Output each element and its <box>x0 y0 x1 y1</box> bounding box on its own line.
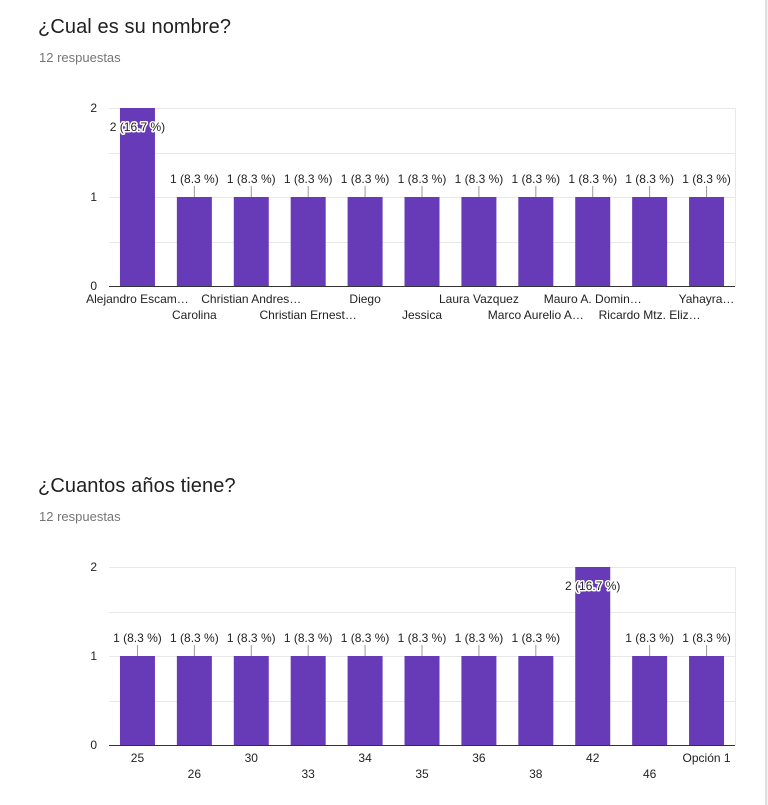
data-label: 1 (8.3 %) <box>682 172 731 186</box>
x-tick-label: Ricardo Mtz. Eliz… <box>599 308 701 322</box>
data-label: 1 (8.3 %) <box>398 172 447 186</box>
bar <box>119 656 155 745</box>
data-label: 1 (8.3 %) <box>682 631 731 645</box>
bar <box>575 197 611 286</box>
bar <box>176 197 212 286</box>
bar <box>347 197 383 286</box>
x-tick-label: Yahayra… <box>679 292 735 306</box>
question-title: ¿Cuantos años tiene? <box>38 475 236 497</box>
data-label: 1 (8.3 %) <box>113 631 162 645</box>
x-tick-label: 46 <box>643 767 657 781</box>
x-tick-label: Marco Aurelio A… <box>488 308 584 322</box>
y-tick-label: 2 <box>90 101 97 115</box>
question-title: ¿Cual es su nombre? <box>38 16 232 38</box>
data-label: 1 (8.3 %) <box>341 172 390 186</box>
data-label: 1 (8.3 %) <box>341 631 390 645</box>
x-tick-label: Alejandro Escam… <box>86 292 189 306</box>
x-tick-label: 30 <box>245 751 259 765</box>
bar <box>461 197 497 286</box>
x-tick-label: 35 <box>415 767 429 781</box>
response-count: 12 respuestas <box>39 50 121 65</box>
data-label: 1 (8.3 %) <box>284 631 333 645</box>
x-tick-label: Jessica <box>402 308 442 322</box>
data-label: 1 (8.3 %) <box>455 631 504 645</box>
x-tick-label: 36 <box>472 751 486 765</box>
y-tick-label: 1 <box>90 649 97 663</box>
y-tick-label: 0 <box>90 738 97 752</box>
x-tick-label: 38 <box>529 767 543 781</box>
bar <box>290 197 326 286</box>
x-tick-label: 26 <box>188 767 202 781</box>
card-border <box>765 0 767 805</box>
data-label: 1 (8.3 %) <box>625 631 674 645</box>
x-tick-label: Diego <box>349 292 381 306</box>
x-tick-label: 34 <box>358 751 372 765</box>
y-tick-label: 1 <box>90 190 97 204</box>
x-tick-label: Mauro A. Domin… <box>544 292 642 306</box>
x-tick-label: 25 <box>131 751 145 765</box>
bar <box>404 197 440 286</box>
bar <box>233 197 269 286</box>
bar-chart-ages: 0 1 2 1 (8.3 %) 25 1 (8.3 %) 26 1 (8.3 %) 30 1 (8… <box>90 560 736 781</box>
data-label: 1 (8.3 %) <box>170 631 219 645</box>
x-tick-label: 42 <box>586 751 600 765</box>
data-label: 1 (8.3 %) <box>511 631 560 645</box>
bar <box>632 197 668 286</box>
data-label: 1 (8.3 %) <box>455 172 504 186</box>
bar-chart-names: 0 1 2 2 (16.7 %) Alejandro Escam… 1 (8.3 %) Ca… <box>86 101 736 322</box>
data-label: 1 (8.3 %) <box>511 172 560 186</box>
x-tick-label: Opción 1 <box>683 751 731 765</box>
x-tick-label: Laura Vazquez <box>439 292 519 306</box>
bar <box>518 197 554 286</box>
bar <box>290 656 326 745</box>
bar <box>632 656 668 745</box>
bar <box>347 656 383 745</box>
data-label: 1 (8.3 %) <box>568 172 617 186</box>
bar <box>404 656 440 745</box>
x-tick-label: Carolina <box>172 308 217 322</box>
bar <box>518 656 554 745</box>
x-tick-label: 33 <box>302 767 316 781</box>
x-tick-label: Christian Andres… <box>201 292 301 306</box>
data-label: 1 (8.3 %) <box>227 172 276 186</box>
data-label: 1 (8.3 %) <box>398 631 447 645</box>
data-label: 2 (16.7 %) <box>110 120 165 134</box>
bar <box>233 656 269 745</box>
bar <box>119 108 155 286</box>
data-label: 1 (8.3 %) <box>170 172 219 186</box>
y-tick-label: 0 <box>90 279 97 293</box>
data-label: 2 (16.7 %) <box>565 579 620 593</box>
bar <box>575 567 611 745</box>
bar <box>461 656 497 745</box>
data-label: 1 (8.3 %) <box>625 172 674 186</box>
bar <box>689 656 725 745</box>
data-label: 1 (8.3 %) <box>284 172 333 186</box>
bar <box>176 656 212 745</box>
y-tick-label: 2 <box>90 560 97 574</box>
data-label: 1 (8.3 %) <box>227 631 276 645</box>
x-tick-label: Christian Ernest… <box>259 308 356 322</box>
bar <box>689 197 725 286</box>
response-count: 12 respuestas <box>39 509 121 524</box>
